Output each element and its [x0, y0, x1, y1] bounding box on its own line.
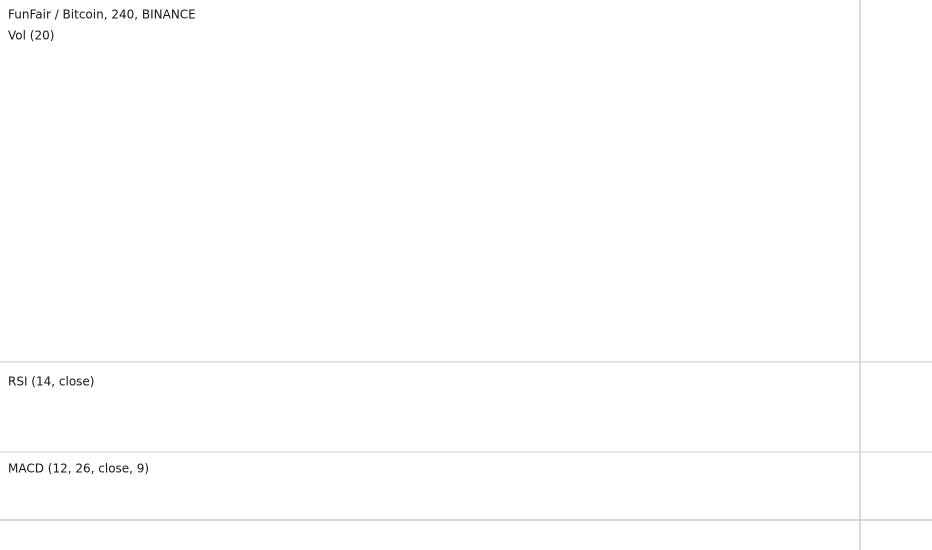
macd-title: MACD (12, 26, close, 9)	[8, 462, 149, 476]
volume-title: Vol (20)	[8, 29, 54, 43]
chart-title: FunFair / Bitcoin, 240, BINANCE	[8, 8, 196, 22]
rsi-title: RSI (14, close)	[8, 375, 94, 389]
